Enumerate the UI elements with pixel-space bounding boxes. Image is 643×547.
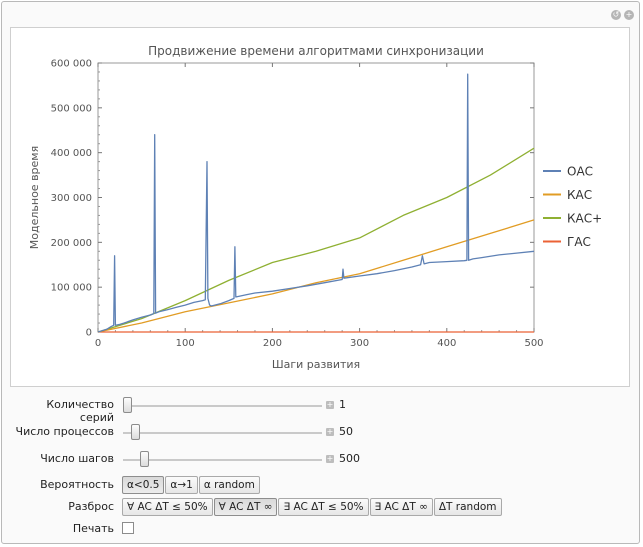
step-count-label: Число шагов [40, 452, 114, 465]
x-axis-label: Шаги развития [272, 358, 360, 371]
legend-label: КАС+ [567, 212, 602, 226]
legend-label: ГАС [567, 235, 591, 249]
chart-panel: Продвижение времени алгоритмами синхрони… [10, 27, 630, 387]
spread-option-button[interactable]: ∃ AC ΔT ≤ 50% [278, 498, 369, 516]
series-count-slider[interactable] [123, 397, 132, 413]
x-tick-label: 200 [263, 338, 282, 349]
step-count-expand-icon[interactable]: + [326, 454, 334, 463]
process-count-track[interactable] [123, 432, 322, 434]
y-tick-label: 400 000 [51, 148, 92, 159]
probability-option-button[interactable]: α random [198, 476, 260, 494]
y-tick-label: 600 000 [51, 59, 92, 70]
series-count-label: Количество серий [46, 398, 114, 424]
spread-option-button[interactable]: ∀ AC ΔT ∞ [213, 498, 278, 516]
series-count-value: 1 [339, 398, 346, 411]
x-tick-label: 100 [176, 338, 195, 349]
y-tick-label: 200 000 [51, 238, 92, 249]
process-count-value: 50 [339, 425, 353, 438]
process-count-slider[interactable] [130, 424, 140, 440]
y-axis-label: Модельное время [28, 146, 41, 249]
spread-option-button[interactable]: ΔT random [433, 498, 502, 516]
spread-option-button[interactable]: ∃ AC ΔT ∞ [369, 498, 433, 516]
print-label: Печать [72, 522, 114, 535]
spread-setter-bar: ∀ AC ΔT ≤ 50% ∀ AC ΔT ∞ ∃ AC ΔT ≤ 50% ∃ AC … [122, 498, 503, 516]
series-line-2 [97, 147, 535, 333]
y-tick-label: 0 [86, 328, 92, 339]
probability-label: Вероятность [40, 478, 114, 491]
legend-label: КАС [567, 188, 592, 202]
print-checkbox[interactable] [122, 522, 134, 534]
series-line-1 [97, 219, 535, 333]
x-tick-label: 0 [95, 338, 101, 349]
spread-option-button[interactable]: ∀ AC ΔT ≤ 50% [122, 498, 213, 516]
step-count-track[interactable] [123, 459, 322, 461]
step-count-slider[interactable] [140, 451, 150, 467]
series-count-track[interactable] [123, 405, 322, 407]
probability-setter-bar: α<0.5 α→1 α random [122, 476, 261, 494]
y-tick-label: 100 000 [51, 283, 92, 294]
chart-title: Продвижение времени алгоритмами синхрони… [148, 44, 484, 58]
x-tick-label: 500 [524, 338, 543, 349]
process-count-label: Число процессов [15, 425, 114, 438]
x-tick-label: 300 [350, 338, 369, 349]
legend-label: ОАС [567, 165, 593, 179]
process-count-expand-icon[interactable]: + [326, 427, 334, 436]
chart: Продвижение времени алгоритмами синхрони… [28, 44, 602, 371]
step-count-value: 500 [339, 452, 360, 465]
series-count-expand-icon[interactable]: + [326, 400, 334, 409]
y-tick-label: 300 000 [51, 193, 92, 204]
options-icon[interactable]: + [624, 10, 634, 20]
update-icon[interactable]: ↺ [611, 10, 621, 20]
probability-option-button[interactable]: α<0.5 [122, 476, 165, 494]
y-tick-label: 500 000 [51, 103, 92, 114]
x-tick-label: 400 [437, 338, 456, 349]
series-line-0 [97, 73, 535, 333]
spread-label: Разброс [68, 500, 114, 513]
probability-option-button[interactable]: α→1 [165, 476, 198, 494]
